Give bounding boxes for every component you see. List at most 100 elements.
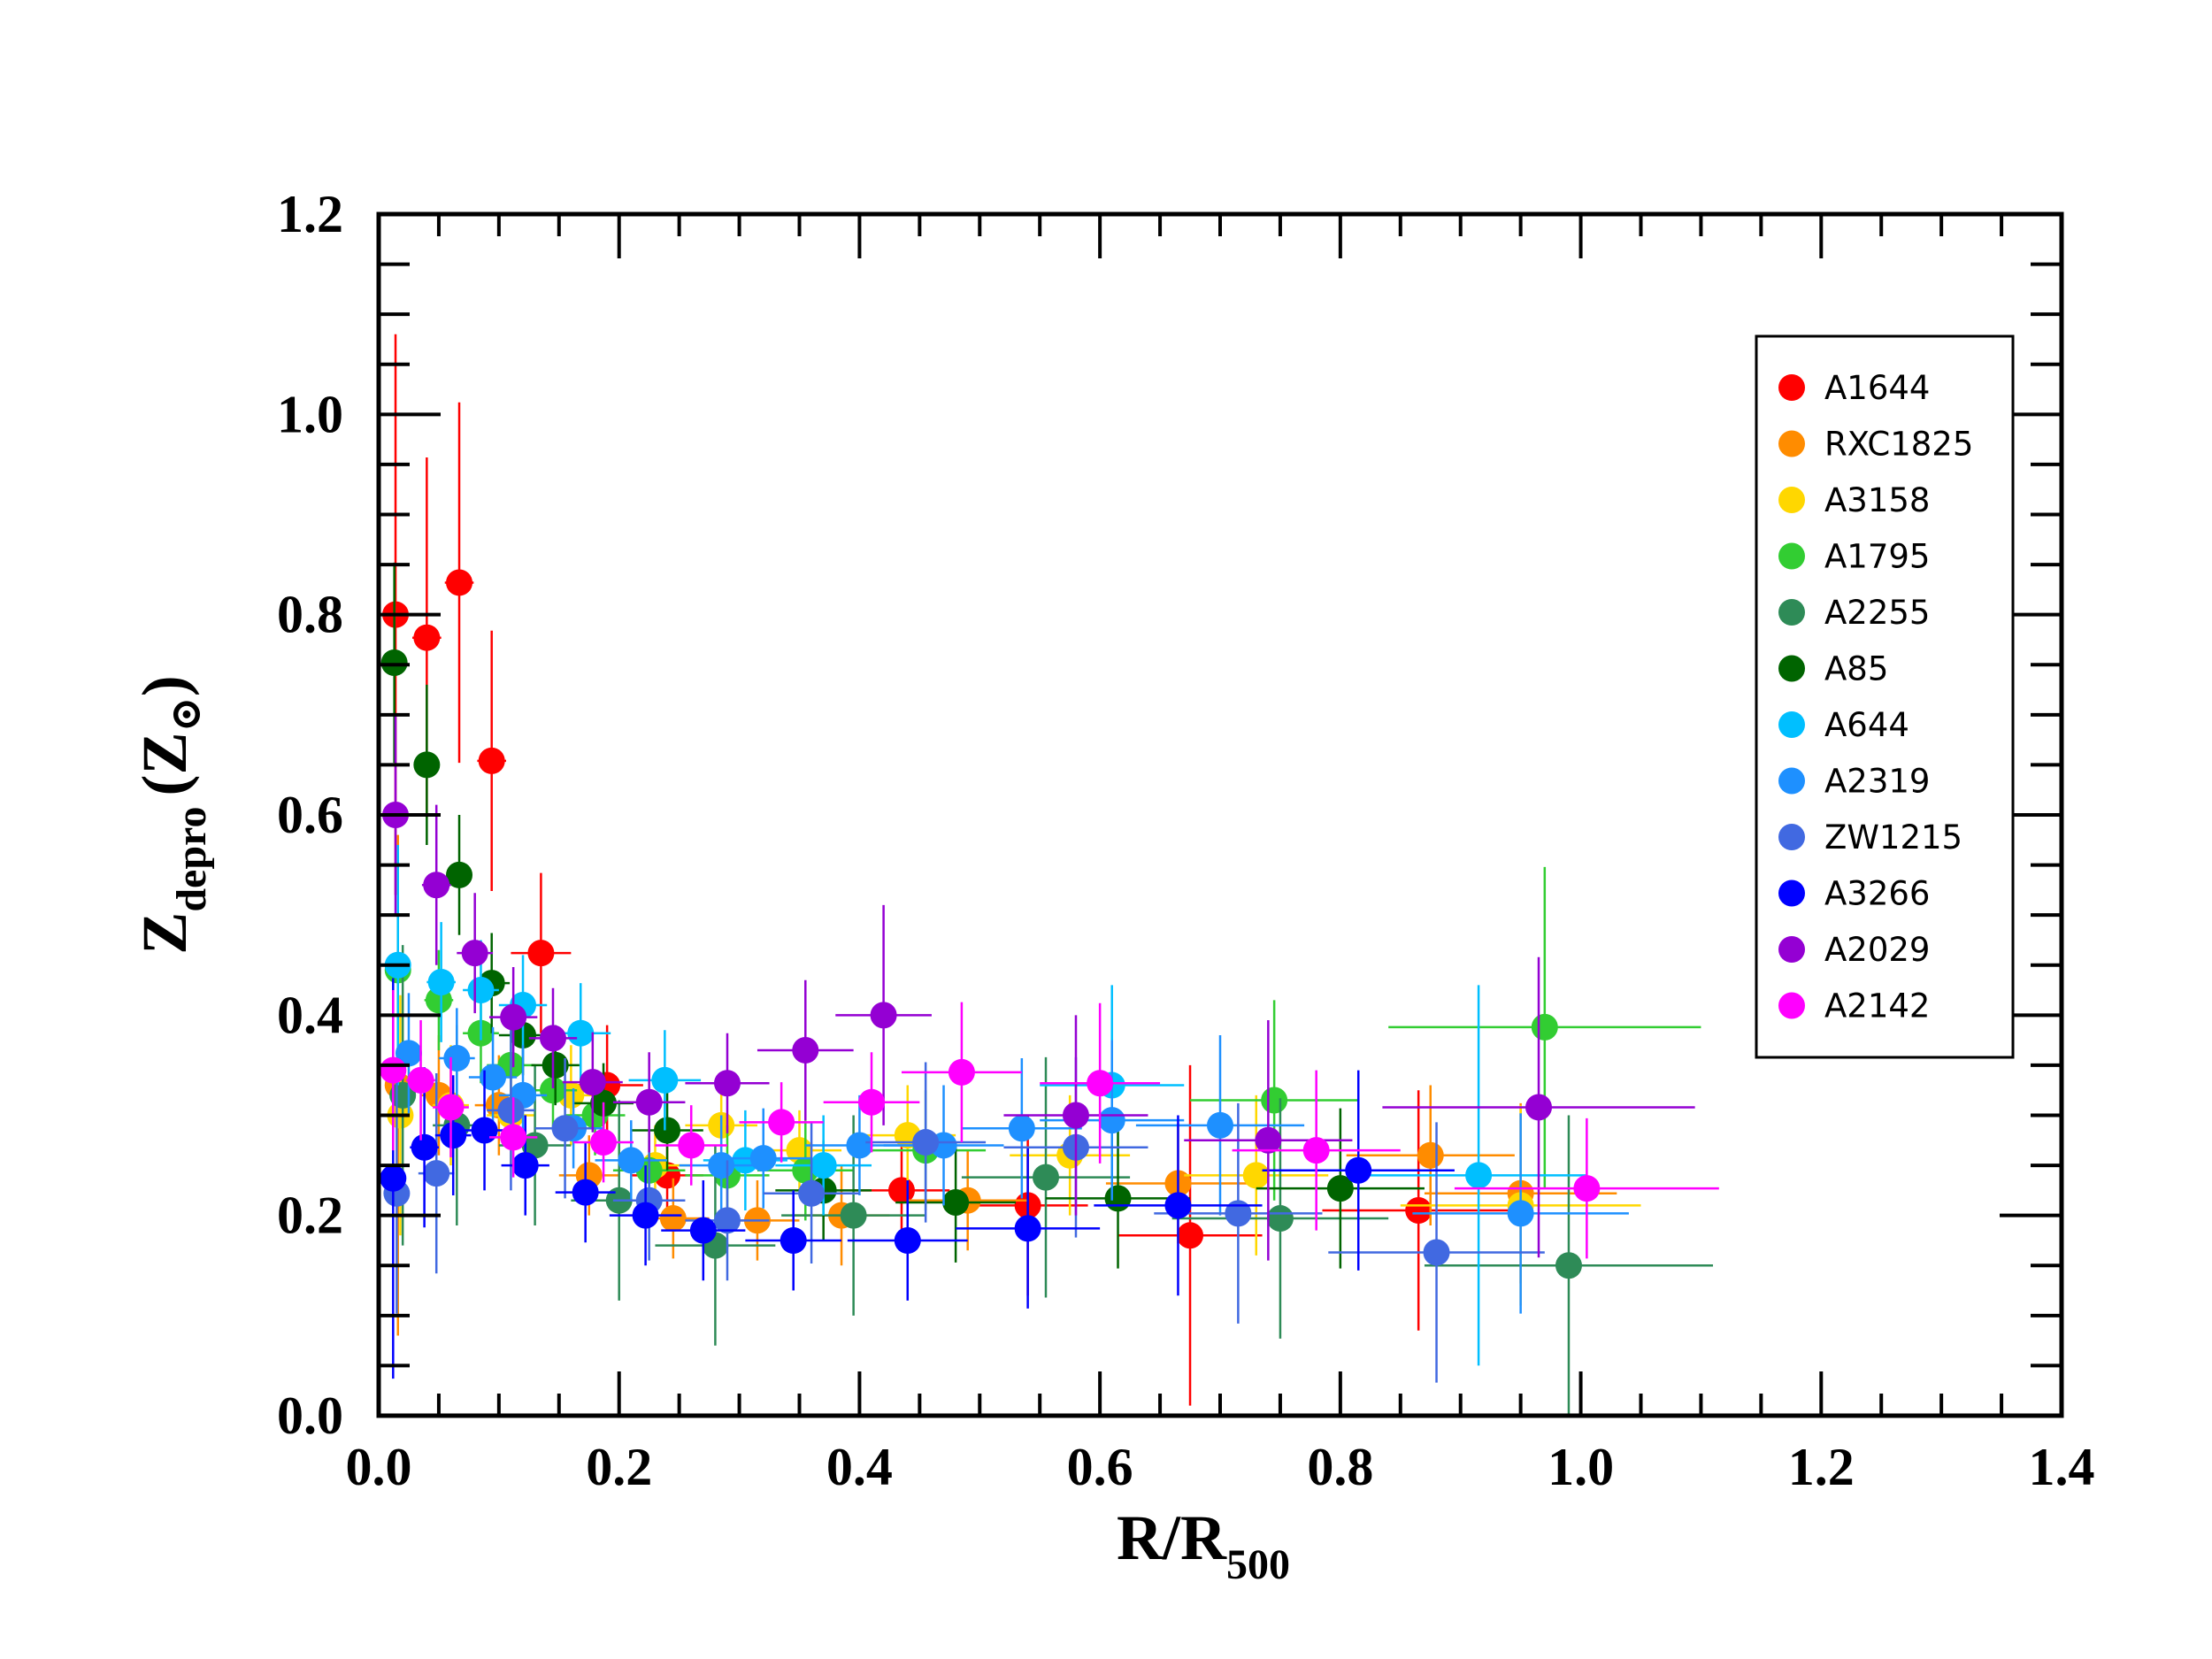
- data-point: [1207, 1111, 1233, 1139]
- data-point: [1507, 1200, 1534, 1227]
- data-point: [1242, 1162, 1270, 1189]
- data-point: [1405, 1197, 1432, 1225]
- data-point: [894, 1226, 921, 1254]
- data-point: [654, 1117, 681, 1144]
- legend: A1644 RXC1825 A3158 A1795 A2255 A85 A644 A2319 Z…: [1755, 334, 2015, 1059]
- data-point: [1573, 1175, 1601, 1202]
- series-A3266: [380, 978, 1455, 1379]
- data-point: [1423, 1239, 1450, 1266]
- data-point: [651, 1066, 679, 1094]
- x-tick-label: 1.0: [1548, 1438, 1614, 1496]
- data-point: [395, 1040, 422, 1067]
- data-point: [541, 1051, 569, 1079]
- legend-marker: [1778, 655, 1805, 682]
- data-point: [1266, 1205, 1294, 1233]
- data-point: [708, 1152, 735, 1179]
- x-axis-title: R/R500: [1117, 1502, 1290, 1588]
- data-point: [427, 968, 455, 995]
- data-point: [500, 1003, 527, 1031]
- data-point: [689, 1217, 717, 1244]
- data-point: [948, 1058, 975, 1086]
- y-axis-title-main: Z: [129, 912, 200, 955]
- data-point: [539, 1077, 566, 1104]
- legend-marker: [1778, 767, 1805, 795]
- legend-marker: [1778, 824, 1805, 850]
- data-point: [579, 1069, 606, 1096]
- y-axis-title-unit-close: ): [129, 675, 200, 696]
- data-point: [1555, 1252, 1582, 1279]
- data-point: [1255, 1126, 1282, 1154]
- data-point: [446, 861, 473, 888]
- x-axis-title-main: R/R: [1117, 1502, 1227, 1573]
- data-point: [1164, 1192, 1192, 1219]
- legend-marker: [1778, 430, 1805, 457]
- data-point: [380, 1056, 407, 1084]
- y-tick-label: 0.8: [277, 586, 343, 644]
- x-tick-label: 0.8: [1307, 1438, 1373, 1496]
- y-tick-label: 1.0: [277, 385, 343, 443]
- legend-label: ZW1215: [1824, 818, 1962, 856]
- y-axis-title-unit: (Z: [129, 733, 200, 796]
- data-point: [632, 1202, 659, 1229]
- legend-label: A2255: [1824, 594, 1930, 632]
- legend-marker: [1778, 487, 1805, 513]
- data-layer: [380, 334, 1719, 1416]
- series-A2255: [389, 945, 1714, 1416]
- data-point: [1302, 1137, 1330, 1164]
- data-point: [1261, 1087, 1288, 1114]
- data-point: [539, 1025, 566, 1052]
- tick-layer: 0.0 0.2 0.4 0.6 0.8 1.0 1.2 1.4 0.0 0.2 0.4 0.6 0.8 1…: [277, 185, 2095, 1496]
- data-point: [840, 1202, 867, 1229]
- legend-label: A2029: [1824, 931, 1930, 969]
- data-point: [500, 1124, 527, 1151]
- legend-item-A3158: A3158: [1778, 481, 1930, 519]
- legend-marker: [1778, 542, 1805, 570]
- x-tick-label: 1.2: [1788, 1438, 1855, 1496]
- data-point: [411, 1133, 438, 1161]
- legend-item-ZW1215: ZW1215: [1778, 818, 1962, 856]
- data-point: [1417, 1141, 1444, 1169]
- data-point: [1098, 1107, 1125, 1134]
- y-tick-label: 0.2: [277, 1187, 343, 1245]
- data-point: [1531, 1013, 1558, 1041]
- data-point: [380, 1164, 407, 1192]
- y-tick-label: 0.6: [277, 786, 343, 844]
- data-point: [846, 1132, 873, 1159]
- data-point: [1177, 1222, 1204, 1249]
- data-point: [380, 649, 408, 676]
- data-point: [798, 1179, 826, 1207]
- data-point: [572, 1179, 599, 1206]
- x-tick-label: 0.4: [826, 1438, 893, 1496]
- legend-item-A2319: A2319: [1778, 763, 1930, 801]
- y-tick-label: 0.4: [277, 986, 343, 1044]
- data-point: [1087, 1070, 1114, 1097]
- data-point: [437, 1094, 465, 1121]
- data-point: [423, 1160, 450, 1187]
- data-point: [467, 977, 495, 1004]
- legend-item-A1795: A1795: [1778, 538, 1930, 576]
- data-point: [407, 1066, 434, 1094]
- series-A2142: [380, 990, 1719, 1259]
- series-A2029: [382, 714, 1695, 1261]
- data-point: [713, 1207, 741, 1234]
- x-tick-label: 0.2: [586, 1438, 652, 1496]
- data-point: [870, 1002, 897, 1029]
- data-point: [413, 751, 441, 779]
- data-point: [1062, 1102, 1089, 1129]
- legend-label: A2319: [1824, 763, 1930, 801]
- data-point: [792, 1036, 819, 1064]
- legend-box: [1755, 334, 2015, 1059]
- data-point: [1525, 1094, 1553, 1121]
- legend-item-A2029: A2029: [1778, 931, 1930, 969]
- data-point: [413, 624, 441, 651]
- series-A1644: [382, 334, 1515, 1406]
- data-point: [1014, 1215, 1041, 1242]
- legend-label: A3158: [1824, 481, 1930, 519]
- data-point: [446, 569, 473, 596]
- legend-marker: [1778, 374, 1805, 401]
- y-axis-title: Zdepro (Z⊙): [129, 675, 215, 954]
- y-tick-label: 0.0: [277, 1386, 343, 1445]
- data-point: [1326, 1175, 1354, 1202]
- x-tick-label: 0.6: [1067, 1438, 1133, 1496]
